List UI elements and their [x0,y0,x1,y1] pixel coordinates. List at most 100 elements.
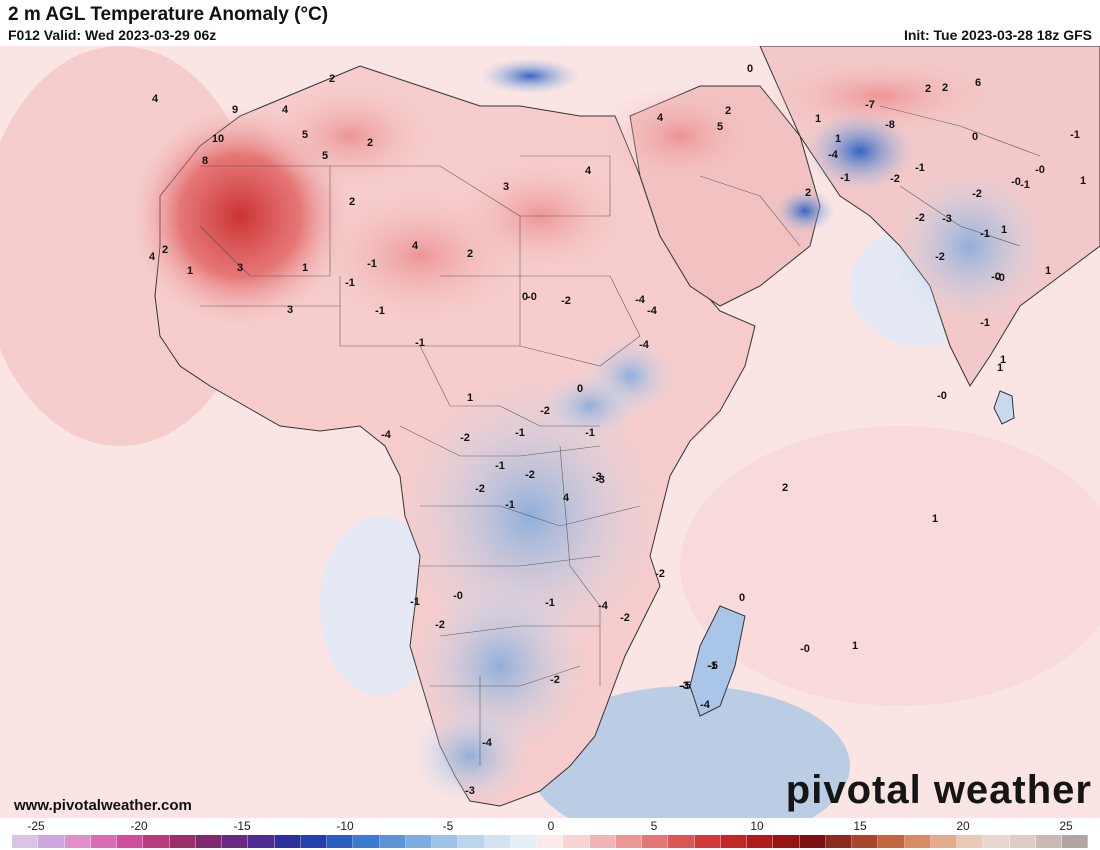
colorbar-segment [1062,835,1089,848]
anomaly-value-label: 1 [302,262,308,274]
anomaly-value-label: 0 [747,63,753,75]
anomaly-value-label: -2 [620,612,630,624]
colorbar-tick-label: 10 [750,819,764,833]
colorbar-segment [1035,835,1062,848]
anomaly-value-label: -3 [595,474,605,486]
anomaly-value-label: 2 [329,73,335,85]
anomaly-value-label: 0 [972,131,978,143]
anomaly-value-label: 4 [412,240,419,252]
anomaly-value-label: -4 [828,149,839,161]
temperature-anomaly-map[interactable]: 4 9 4 10 8 5 5 2 2 3 4 1 2 4 4 2 3 3 4 2 1 -1 -0 -1 0 -2 -1 -1 -4 1 -2… [0,46,1100,818]
colorbar-segment [405,835,432,848]
anomaly-value-label: 2 [367,137,373,149]
anomaly-value-label: -2 [561,295,571,307]
anomaly-value-label: -1 [375,305,385,317]
anomaly-value-label: -7 [865,99,875,111]
colorbar-tick-label: 20 [956,819,970,833]
anomaly-value-label: 6 [975,77,981,89]
anomaly-value-label: 1 [852,640,858,652]
anomaly-value-label: 4 [282,104,289,116]
colorbar-tick-labels: -25 -20 -15 -10 -5 0 5 10 15 20 25 [12,818,1088,834]
anomaly-value-label: 3 [287,304,293,316]
sri-lanka [993,390,1015,425]
colorbar-segment [563,835,590,848]
anomaly-value-label: -2 [540,405,550,417]
anomaly-value-label: 1 [932,513,938,525]
anomaly-value-label: 2 [942,82,948,94]
anomaly-value-label: -5 [708,660,718,672]
colorbar-segment [12,835,39,848]
map-title: 2 m AGL Temperature Anomaly (°C) [8,4,329,25]
anomaly-value-label: 2 [467,248,473,260]
colorbar-segment [274,835,301,848]
anomaly-value-label: -4 [635,294,646,306]
anomaly-value-label: 5 [302,129,308,141]
anomaly-value-label: -0 [1011,176,1021,188]
colorbar-segment [878,835,905,848]
colorbar-tick-label: 0 [547,819,555,833]
colorbar-segment [1009,835,1036,848]
anomaly-value-label: -4 [482,737,493,749]
anomaly-value-label: -0 [800,643,810,655]
anomaly-value-label: -2 [435,619,445,631]
anomaly-value-label: -2 [460,432,470,444]
colorbar-segment [642,835,669,848]
anomaly-value-label: -1 [980,317,990,329]
anomaly-value-label: -1 [840,172,850,184]
anomaly-value-label: 1 [1080,175,1086,187]
anomaly-value-label: -1 [980,228,990,240]
colorbar-tick-label: -5 [442,819,454,833]
anomaly-value-label: 1 [467,392,473,404]
anomaly-value-label: 2 [349,196,355,208]
colorbar-segment [825,835,852,848]
colorbar-segment [484,835,511,848]
anomaly-value-label: -4 [639,339,650,351]
anomaly-value-label: -2 [475,483,485,495]
colorbar-segment [747,835,774,848]
colorbar-segment [90,835,117,848]
colorbar-segment [38,835,65,848]
anomaly-value-label: -1 [367,258,377,270]
colorbar-segment [799,835,826,848]
anomaly-value-label: 2 [162,244,168,256]
anomaly-value-label: 3 [237,262,243,274]
anomaly-value-label: -1 [545,597,555,609]
anomaly-value-label: 1 [835,133,841,145]
colorbar-segment [353,835,380,848]
anomaly-value-label: -3 [679,680,689,692]
colorbar-segment [668,835,695,848]
anomaly-value-label: 4 [152,93,159,105]
anomaly-value-label: 2 [725,105,731,117]
anomaly-value-label: 8 [202,155,208,167]
anomaly-value-label: 5 [322,150,328,162]
colorbar-segment [327,835,354,848]
anomaly-value-label: -1 [1070,129,1080,141]
anomaly-value-label: 4 [657,112,664,124]
colorbar-segment [694,835,721,848]
colorbar-scale [12,835,1089,848]
anomaly-value-label: -4 [647,305,658,317]
website-url: www.pivotalweather.com [14,797,192,814]
anomaly-value-label: -3 [465,785,475,797]
anomaly-value-label: -2 [935,251,945,263]
anomaly-value-label: -1 [915,162,925,174]
anomaly-value-label: -4 [700,699,711,711]
anomaly-value-label: -1 [515,427,525,439]
anomaly-value-label: 9 [232,104,238,116]
anomaly-value-label: -1 [585,427,595,439]
valid-time: F012 Valid: Wed 2023-03-29 06z [8,27,217,43]
anomaly-value-label: -1 [345,277,355,289]
anomaly-value-label: 2 [805,187,811,199]
colorbar-segment [300,835,327,848]
anomaly-value-label: -1 [415,337,425,349]
colorbar-tick-label: 5 [650,819,658,833]
anomaly-value-label: -5 [681,680,691,692]
anomaly-value-label: 0 [522,291,528,303]
colorbar-tick-label: -10 [336,819,354,833]
anomaly-value-label: -2 [972,188,982,200]
colorbar-segment [852,835,879,848]
anomaly-value-label: 2 [925,83,931,95]
colorbar-segment [615,835,642,848]
